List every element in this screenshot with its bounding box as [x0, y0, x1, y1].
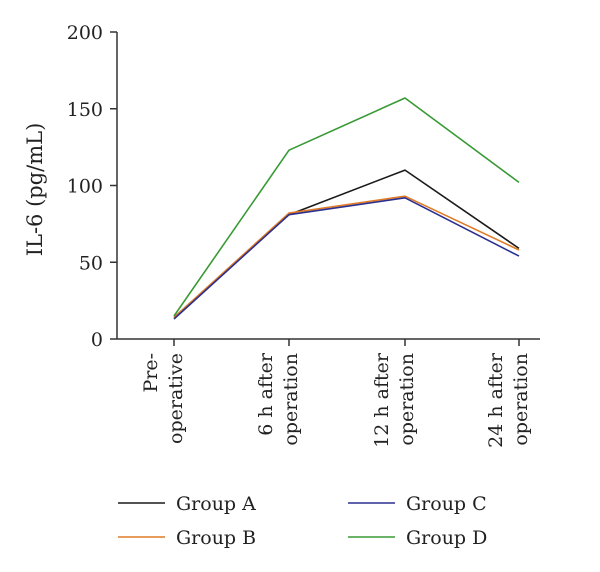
x-tick-label-line: operative	[165, 353, 187, 444]
series-lines	[173, 97, 520, 320]
series-line-group-d	[173, 97, 520, 317]
x-tick-label-line: 24 h after	[485, 352, 507, 448]
x-tick-label-line: Pre-	[140, 353, 162, 393]
legend-label: Group D	[406, 527, 487, 549]
x-tick-label: Pre-operative	[140, 353, 187, 444]
series-line-group-c	[173, 197, 520, 320]
x-tick-label-line: operation	[280, 353, 302, 446]
x-tick-label-line: operation	[396, 353, 418, 446]
y-tick-label: 100	[67, 176, 103, 198]
y-axis-title: IL-6 (pg/mL)	[23, 123, 47, 257]
x-tick-label-line: 6 h after	[255, 352, 277, 436]
x-tick-label-line: 12 h after	[371, 352, 393, 448]
x-tick-label: 24 h after operation	[485, 352, 532, 448]
legend-item-group-d: Group D	[348, 527, 487, 549]
x-tick-label: 12 h after operation	[371, 352, 418, 448]
legend-item-group-a: Group A	[118, 493, 256, 515]
y-ticks: 0 50 100 150 200	[67, 22, 117, 351]
series-line-group-b	[173, 195, 520, 319]
y-tick-label: 50	[79, 252, 103, 274]
y-tick-label: 200	[67, 22, 103, 44]
series-line-group-a	[173, 169, 520, 319]
legend-item-group-b: Group B	[118, 527, 256, 549]
legend-label: Group B	[176, 527, 256, 549]
x-tick-label-line: operation	[510, 353, 532, 446]
legend-label: Group C	[406, 493, 487, 515]
legend-label: Group A	[176, 493, 256, 515]
y-tick-label: 150	[67, 99, 103, 121]
axes	[116, 32, 540, 340]
legend: Group A Group B Group C Group D	[118, 493, 487, 549]
legend-item-group-c: Group C	[348, 493, 487, 515]
x-ticks: Pre-operative 6 h after operation 12 h afte…	[140, 339, 532, 448]
y-tick-label: 0	[91, 329, 103, 351]
x-tick-label: 6 h after operation	[255, 352, 302, 446]
